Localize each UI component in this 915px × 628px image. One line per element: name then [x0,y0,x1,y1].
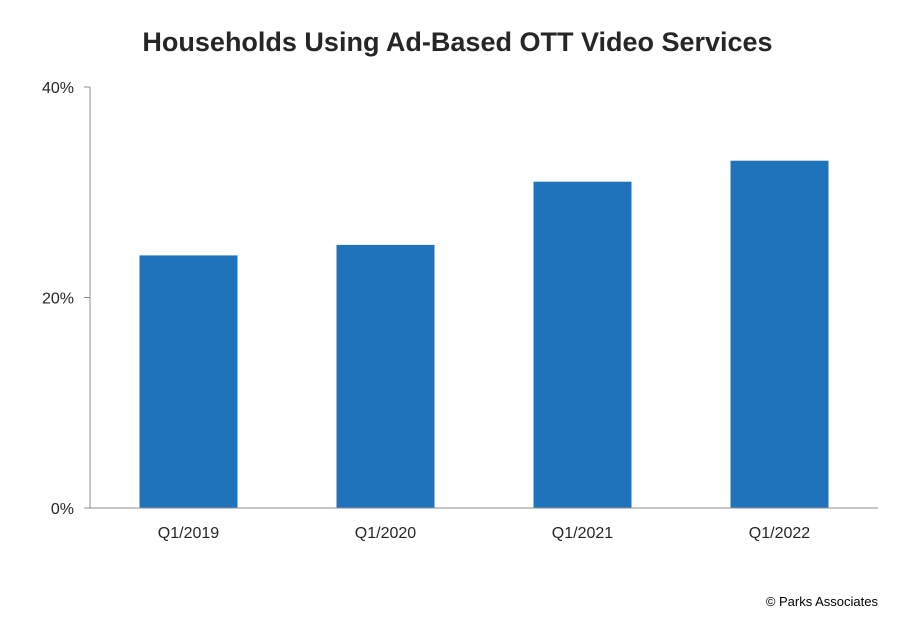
x-tick-label: Q1/2022 [749,525,810,542]
x-tick-label: Q1/2021 [552,525,613,542]
x-tick-label: Q1/2019 [158,525,219,542]
x-tick-label: Q1/2020 [355,525,416,542]
y-tick-label: 40% [42,80,74,97]
y-tick-label: 0% [51,501,74,518]
y-tick-label: 20% [42,291,74,308]
copyright-notice: © Parks Associates [765,594,878,609]
chart-title: Households Using Ad-Based OTT Video Serv… [142,27,773,57]
bar-q1-2022 [730,160,829,508]
bar-q1-2021 [533,181,632,508]
bar-q1-2020 [336,244,435,508]
bar-q1-2019 [139,255,238,508]
